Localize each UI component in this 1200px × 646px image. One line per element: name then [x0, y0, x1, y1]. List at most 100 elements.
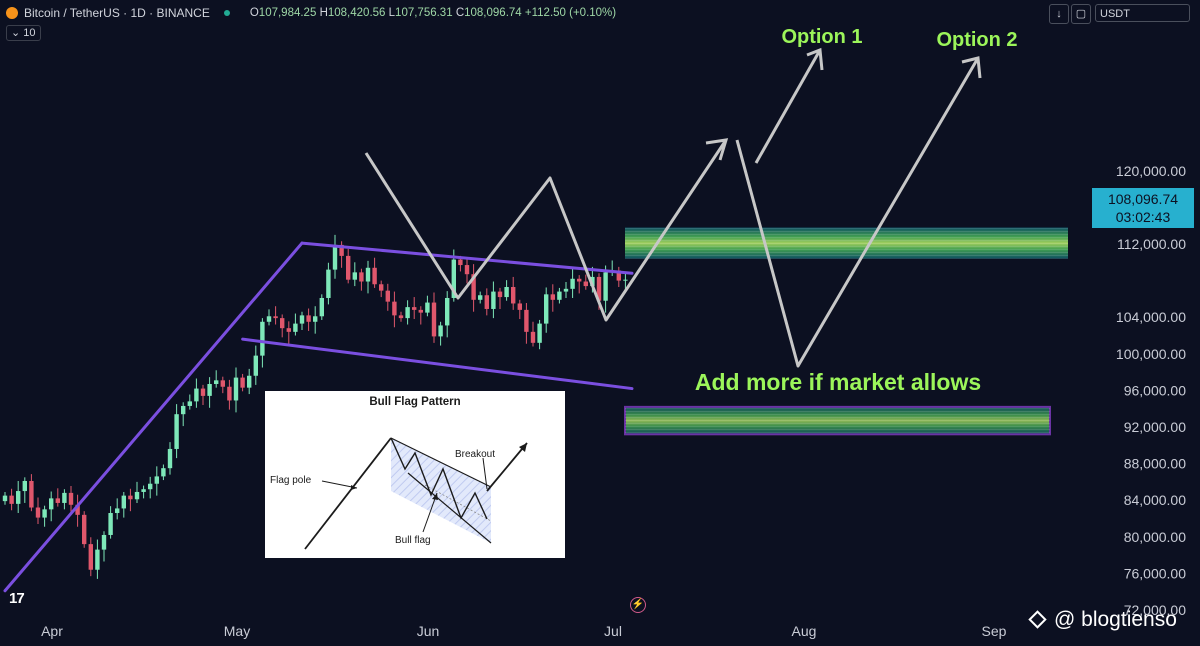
candle-body: [544, 294, 549, 324]
candle-body: [306, 315, 311, 322]
resistance-zone-texture: [625, 227, 1068, 259]
candle-body: [398, 315, 404, 319]
candle-body: [385, 290, 390, 302]
watermark: @ blogtienso: [1028, 608, 1177, 632]
candle-body: [319, 297, 324, 317]
candle-body: [405, 307, 410, 319]
download-icon[interactable]: ↓: [1049, 4, 1069, 24]
candle-body: [187, 401, 192, 406]
candle-body: [418, 309, 423, 313]
arrowhead: [705, 138, 729, 161]
candle-body: [115, 508, 120, 514]
candle-body: [372, 267, 377, 285]
candle-body: [352, 272, 357, 280]
candle-body: [458, 259, 463, 266]
candle-body: [240, 377, 245, 388]
candle-body: [2, 495, 8, 502]
candle-body: [583, 281, 588, 287]
x-axis: Apr May Jun Jul Aug Sep: [41, 623, 1007, 639]
arrowhead: [806, 47, 824, 71]
candle-body: [16, 491, 21, 504]
y-tick-label: 84,000.00: [1124, 492, 1186, 508]
symbol-title[interactable]: Bitcoin / TetherUS · 1D · BINANCE: [24, 6, 210, 20]
channel-upper: [300, 241, 634, 275]
flag-pole-line: [304, 437, 392, 550]
candle-body: [134, 491, 140, 500]
candle-body: [75, 504, 80, 515]
x-tick-label: Jun: [417, 623, 440, 639]
candle-body: [431, 302, 437, 337]
candle-body: [313, 316, 318, 322]
candle-body: [49, 498, 54, 510]
flag-area: [391, 438, 491, 543]
candle-body: [484, 295, 489, 309]
candle-body: [88, 544, 93, 570]
candle-body: [82, 514, 87, 545]
x-tick-label: Apr: [41, 623, 63, 639]
market-status-icon: [223, 10, 230, 16]
candle-body: [55, 498, 60, 503]
candle-body: [339, 244, 344, 256]
candle-body: [471, 274, 476, 300]
candle-body: [326, 269, 331, 298]
y-tick-label: 96,000.00: [1124, 382, 1186, 398]
candle-body: [550, 294, 555, 300]
breakout-arrow: [486, 442, 528, 492]
y-axis: 120,000.00116,000.00112,000.00104,000.00…: [1116, 163, 1186, 618]
y-tick-label: 100,000.00: [1116, 346, 1186, 362]
symbol-header: Bitcoin / TetherUS · 1D · BINANCE O107,9…: [6, 5, 616, 21]
flag-zigzag: [390, 437, 488, 520]
candle-body: [194, 388, 199, 402]
tradingview-logo: 17: [9, 590, 25, 607]
candle-body: [200, 388, 206, 396]
candle-body: [286, 328, 291, 332]
candle-body: [504, 287, 509, 298]
y-tick-label: 88,000.00: [1124, 456, 1186, 472]
candle-body: [451, 259, 456, 298]
candle-body: [570, 278, 575, 289]
candle-body: [42, 509, 47, 518]
candle-body: [220, 380, 225, 387]
candle-body: [161, 468, 166, 477]
x-tick-label: Aug: [792, 623, 817, 639]
candle-body: [62, 492, 67, 503]
candle-body: [438, 325, 443, 337]
watermark-text: @ blogtienso: [1054, 608, 1177, 631]
candle-body: [596, 276, 602, 301]
candle-body: [392, 301, 397, 316]
projection-arrows: [364, 47, 982, 368]
flag-pole-line: [3, 241, 304, 593]
candle-body: [128, 495, 133, 500]
candle-body: [233, 377, 239, 401]
square-icon[interactable]: ▢: [1071, 4, 1091, 24]
y-tick-label: 112,000.00: [1117, 236, 1186, 252]
add-more-zone-texture: [625, 406, 1050, 435]
candle-body: [181, 405, 186, 415]
chevron-icon: ⌄: [11, 27, 21, 39]
binance-icon: [1028, 610, 1048, 630]
currency-select[interactable]: USDT: [1095, 4, 1190, 22]
candle-body: [497, 291, 503, 298]
candle-body: [537, 323, 542, 343]
bull-flag-label: Bull flag: [395, 535, 431, 546]
candle-body: [445, 297, 450, 326]
projected-path: [364, 139, 728, 322]
y-tick-label: 104,000.00: [1116, 309, 1186, 325]
candle-body: [359, 272, 364, 282]
y-tick-label: 92,000.00: [1124, 419, 1186, 435]
bitcoin-icon: [6, 7, 18, 19]
volume-badge[interactable]: ⌄ 10: [6, 25, 41, 41]
flash-icon[interactable]: ⚡: [630, 597, 646, 613]
candle-body: [29, 480, 34, 508]
option-2-label: Option 2: [936, 29, 1017, 51]
candle-body: [524, 309, 529, 332]
candle-body: [577, 278, 582, 282]
flag-pole-label: Flag pole: [270, 475, 312, 486]
candle-body: [35, 507, 41, 518]
candle-body: [148, 483, 153, 490]
candle-body: [412, 307, 417, 310]
candle-body: [491, 291, 496, 309]
candle-body: [95, 549, 100, 570]
zones: [624, 227, 1068, 436]
